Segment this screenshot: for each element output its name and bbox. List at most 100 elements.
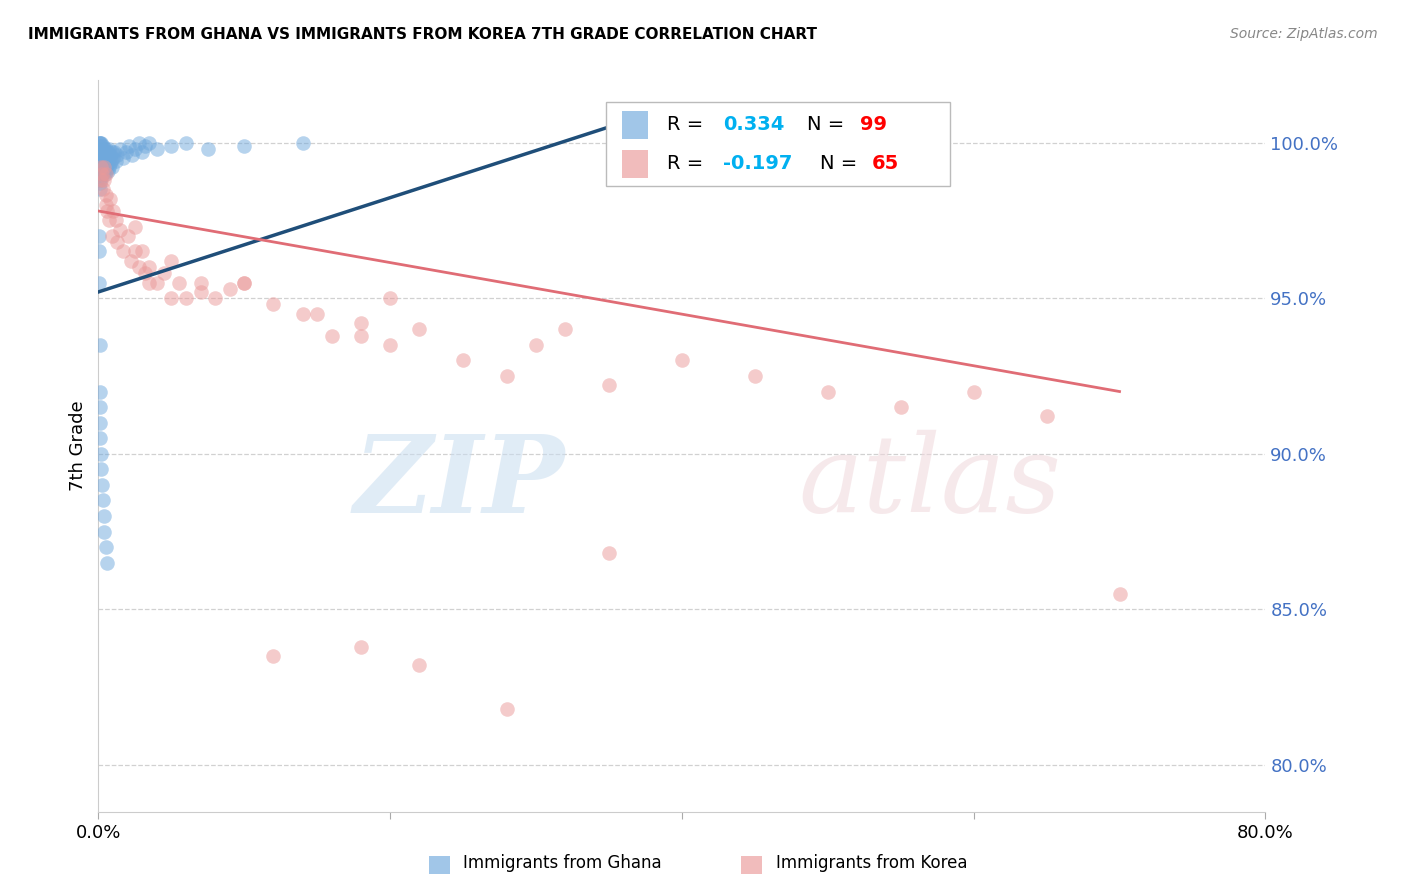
Text: N =: N = bbox=[820, 154, 863, 173]
Point bbox=[117, 228, 139, 243]
Point bbox=[134, 138, 156, 153]
Point bbox=[101, 161, 124, 175]
Point bbox=[408, 322, 430, 336]
Point bbox=[94, 167, 117, 181]
Point bbox=[233, 276, 256, 290]
Point bbox=[90, 145, 112, 159]
Point bbox=[554, 322, 576, 336]
Point bbox=[98, 192, 121, 206]
Point bbox=[94, 154, 117, 169]
Point bbox=[146, 142, 169, 156]
Point bbox=[89, 151, 111, 165]
Point bbox=[146, 276, 169, 290]
Point bbox=[90, 161, 112, 175]
Point bbox=[100, 228, 122, 243]
Point bbox=[124, 142, 146, 156]
Bar bbox=[623, 111, 648, 139]
Point bbox=[90, 154, 112, 169]
Point bbox=[94, 167, 117, 181]
Point bbox=[91, 142, 114, 156]
Point bbox=[263, 649, 285, 664]
Point bbox=[96, 556, 118, 570]
Y-axis label: 7th Grade: 7th Grade bbox=[69, 401, 87, 491]
Bar bbox=[623, 150, 648, 178]
Point bbox=[124, 219, 146, 234]
Point bbox=[96, 188, 118, 202]
Point bbox=[89, 400, 111, 414]
Point bbox=[233, 276, 256, 290]
Point bbox=[671, 353, 693, 368]
Point bbox=[94, 198, 117, 212]
Point bbox=[496, 702, 519, 716]
Point bbox=[496, 368, 519, 383]
Point bbox=[91, 145, 114, 159]
Point bbox=[110, 142, 132, 156]
Point bbox=[138, 136, 160, 150]
Point bbox=[93, 157, 115, 171]
Point bbox=[91, 167, 114, 181]
Point bbox=[160, 138, 183, 153]
Point bbox=[98, 148, 121, 162]
Point bbox=[89, 157, 111, 171]
Point bbox=[350, 316, 373, 330]
Point bbox=[160, 253, 183, 268]
Point bbox=[263, 297, 285, 311]
Point bbox=[118, 138, 141, 153]
Point bbox=[90, 157, 112, 171]
Point bbox=[105, 235, 128, 249]
Point bbox=[90, 136, 112, 150]
Point bbox=[93, 154, 115, 169]
Point bbox=[96, 151, 118, 165]
Point bbox=[307, 307, 329, 321]
Point bbox=[197, 142, 219, 156]
Point bbox=[93, 161, 115, 175]
Point bbox=[94, 142, 117, 156]
Point bbox=[91, 151, 114, 165]
Point bbox=[89, 145, 111, 159]
Point bbox=[190, 285, 212, 299]
Point bbox=[96, 145, 118, 159]
Point bbox=[100, 145, 122, 159]
Point bbox=[89, 136, 111, 150]
Point bbox=[89, 142, 111, 156]
Point bbox=[104, 213, 127, 227]
Point bbox=[89, 136, 111, 150]
Point bbox=[233, 138, 256, 153]
FancyBboxPatch shape bbox=[606, 103, 950, 186]
Point bbox=[90, 173, 112, 187]
Point bbox=[160, 291, 183, 305]
Point bbox=[89, 151, 111, 165]
Point bbox=[121, 148, 143, 162]
Point bbox=[93, 163, 115, 178]
Point bbox=[134, 266, 156, 280]
Point bbox=[89, 416, 111, 430]
Point bbox=[124, 244, 146, 259]
Point bbox=[90, 151, 112, 165]
Point bbox=[218, 282, 240, 296]
Point bbox=[93, 148, 115, 162]
Text: N =: N = bbox=[807, 115, 851, 135]
Point bbox=[101, 204, 124, 219]
Point bbox=[89, 384, 111, 399]
Point bbox=[89, 163, 111, 178]
Point bbox=[190, 276, 212, 290]
Point bbox=[90, 161, 112, 175]
Point bbox=[817, 384, 839, 399]
Point bbox=[138, 260, 160, 274]
Text: 0.334: 0.334 bbox=[723, 115, 785, 135]
Point bbox=[100, 154, 122, 169]
Point bbox=[89, 244, 111, 259]
Point bbox=[93, 509, 115, 524]
Point bbox=[89, 161, 111, 175]
Point bbox=[93, 161, 115, 175]
Text: Immigrants from Korea: Immigrants from Korea bbox=[776, 855, 967, 872]
Point bbox=[380, 291, 402, 305]
Point bbox=[93, 173, 115, 187]
Point bbox=[97, 154, 120, 169]
Point bbox=[94, 540, 117, 554]
Point bbox=[98, 142, 121, 156]
Point bbox=[94, 154, 117, 169]
Point bbox=[90, 142, 112, 156]
Text: ZIP: ZIP bbox=[354, 430, 565, 535]
Point bbox=[112, 151, 135, 165]
